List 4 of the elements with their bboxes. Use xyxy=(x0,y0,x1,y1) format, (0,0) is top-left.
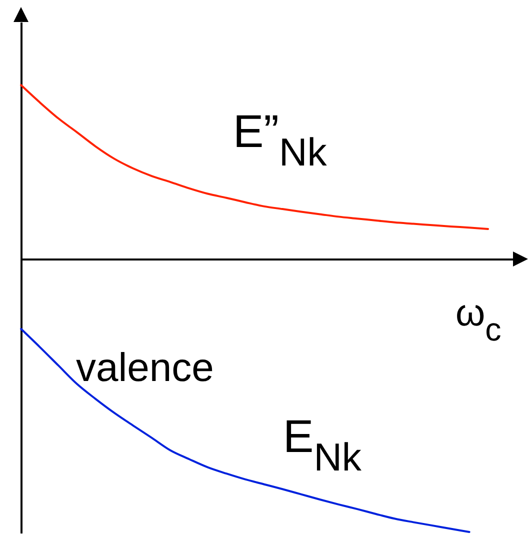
x-axis-title: ω$_{c}$ xyxy=(456,292,502,348)
series-label: E$_{Nk}$ xyxy=(283,410,362,480)
series-label: E”$_{Nk}$ xyxy=(233,105,328,174)
annotation: valence xyxy=(76,346,214,390)
